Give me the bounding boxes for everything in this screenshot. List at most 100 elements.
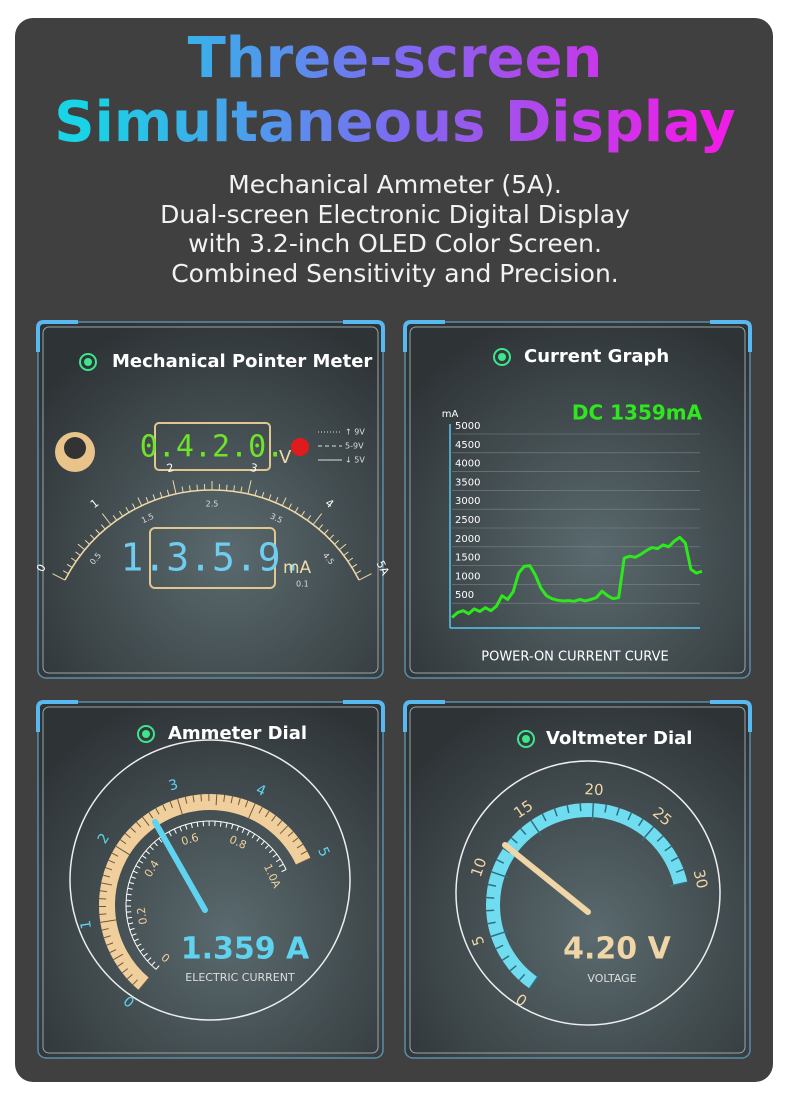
legend-label: ↓ 5V	[345, 456, 365, 465]
title-icon	[84, 358, 92, 366]
scale-tick	[112, 515, 118, 521]
dial-label: 0.2	[135, 906, 151, 925]
panel-title: Voltmeter Dial	[546, 728, 692, 749]
y-tick-label: 500	[455, 590, 474, 601]
current-value: 1.3.5.9.	[120, 536, 303, 580]
dial-tick	[669, 881, 688, 887]
dial-tick	[128, 881, 135, 885]
scale-label: 5A	[374, 559, 392, 578]
scale-tick	[254, 489, 258, 496]
title-icon	[522, 735, 530, 743]
scale-tick	[89, 534, 95, 540]
dial-tick	[177, 798, 183, 815]
panel-accent	[710, 320, 752, 352]
dial-tick	[251, 833, 256, 839]
dial-tick	[510, 837, 518, 844]
scale-tick	[132, 503, 136, 510]
dial-label: 3	[167, 777, 180, 795]
subtitle: Dual-screen Electronic Digital Display	[160, 200, 630, 229]
scale-tick	[240, 486, 243, 493]
dial-tick	[495, 944, 504, 950]
current-curve	[451, 535, 703, 619]
reading: 4.20 V	[563, 932, 671, 967]
dial-tick	[675, 868, 684, 873]
dial-tick	[490, 930, 509, 938]
panel	[404, 321, 751, 679]
scale-tick	[125, 507, 130, 513]
scale-label: 3	[249, 461, 259, 475]
dial-tick	[509, 965, 517, 972]
y-tick-label: 4500	[455, 440, 480, 451]
dial-tick	[126, 916, 133, 919]
dial-tick	[105, 867, 113, 871]
voltage-value: 0.4.2.0.	[140, 430, 285, 465]
dial-tick	[518, 973, 526, 981]
dial-tick	[230, 796, 233, 804]
scale-tick	[84, 539, 90, 545]
scale-tick	[52, 573, 66, 581]
scale-tick	[323, 529, 329, 535]
y-tick-label: 4000	[455, 459, 480, 470]
dial-ring	[69, 739, 351, 1021]
dial-tick	[141, 855, 147, 859]
scale-tick	[343, 551, 349, 556]
y-tick-label: 1000	[455, 571, 480, 582]
dial-tick	[292, 837, 299, 843]
caption: ELECTRIC CURRENT	[185, 971, 295, 984]
y-tick-label: 5000	[455, 421, 480, 432]
dial-tick	[528, 973, 541, 989]
dial-tick	[277, 820, 283, 827]
readout: DC 1359mA	[572, 401, 703, 425]
dial-tick	[101, 882, 113, 886]
panel-accent	[343, 700, 385, 732]
voltage-display	[154, 422, 271, 471]
dial-tick	[196, 821, 199, 828]
scale-tick	[95, 529, 101, 535]
scale-tick	[233, 485, 235, 492]
dial-tick	[487, 921, 496, 925]
dial-tick	[184, 824, 188, 830]
legend-label: ↑ 9V	[345, 428, 365, 437]
scale-tick	[225, 484, 228, 491]
subtitle: with 3.2-inch OLED Color Screen.	[188, 229, 602, 258]
dial-tick	[149, 845, 154, 851]
panel-accent	[36, 700, 78, 732]
scale-tick	[268, 494, 272, 501]
dial-tick	[502, 847, 511, 854]
dial-tick	[486, 896, 495, 899]
title-icon	[517, 730, 535, 748]
dial-tick	[200, 794, 202, 802]
dial-tick	[260, 840, 265, 846]
dial-label: 30	[690, 868, 712, 891]
caption: VOLTAGE	[587, 972, 636, 985]
dial-tick	[264, 810, 270, 818]
scale-tick	[145, 497, 149, 503]
scale-label: 2	[165, 461, 175, 475]
title-icon	[79, 353, 97, 371]
scale-tick	[66, 563, 73, 568]
scale-tick	[75, 551, 81, 556]
y-tick-label: 1500	[455, 553, 480, 564]
scale-tick	[281, 497, 287, 506]
dial-tick	[151, 961, 156, 966]
dial-tick	[132, 979, 138, 986]
dial-tick	[192, 795, 195, 803]
dial-tick	[258, 806, 263, 814]
dial-tick	[670, 856, 679, 862]
dial-tick	[129, 927, 135, 931]
dial-tick	[278, 863, 284, 868]
current-display	[149, 527, 276, 589]
dial-tick	[272, 853, 278, 858]
title-icon	[498, 353, 506, 361]
panel-accent	[403, 700, 445, 732]
dial-tick	[519, 827, 527, 835]
dial-tick	[128, 922, 134, 925]
dial-tick	[281, 869, 287, 873]
dial-tick	[566, 805, 570, 814]
scale-tick	[347, 557, 354, 562]
dial-tick	[147, 957, 152, 962]
title: Simultaneous Display	[54, 90, 735, 155]
dial-tick	[115, 845, 130, 856]
dial-tick	[101, 928, 109, 931]
